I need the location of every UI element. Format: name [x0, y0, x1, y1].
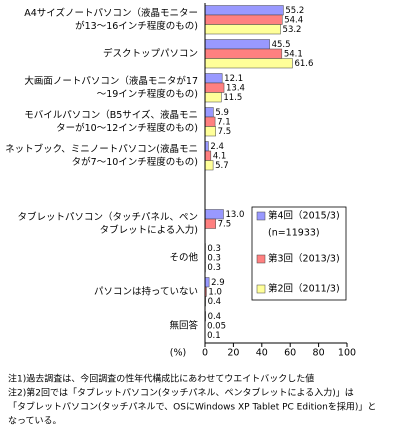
bar — [204, 126, 216, 137]
value-label: 0.05 — [207, 321, 226, 331]
value-label: 55.2 — [285, 6, 304, 16]
value-label: 0.3 — [207, 253, 221, 263]
x-tick-label: 0 — [202, 348, 208, 359]
note: 注1)過去調査は、今回調査の性年代構成比にあわせてウエイトバックした値 — [8, 373, 314, 385]
x-tick-label: 100 — [338, 348, 356, 359]
bar — [204, 48, 283, 59]
legend-swatch — [256, 211, 266, 221]
x-tick-label: 60 — [284, 348, 296, 359]
category-label: モバイルパソコン（B5サイズ、液晶モニ — [24, 109, 198, 121]
value-label: 13.4 — [226, 83, 245, 93]
bar — [204, 24, 281, 35]
value-label: 0.1 — [207, 331, 221, 341]
bar — [204, 150, 212, 161]
value-label: 7.5 — [218, 219, 232, 229]
bar — [204, 218, 216, 229]
category-label: その他 — [169, 252, 198, 264]
bar — [204, 160, 214, 171]
bar — [204, 82, 225, 93]
value-label: 7.5 — [218, 127, 232, 137]
value-label: 54.4 — [284, 15, 303, 25]
category-label: 無回答 — [169, 320, 198, 332]
x-axis-label: (%) — [170, 348, 186, 359]
x-tick-label: 80 — [313, 348, 325, 359]
legend-note: (n=11933) — [268, 228, 320, 239]
legend-box — [251, 206, 347, 301]
category-label: ～19インチ程度のもの) — [97, 88, 198, 100]
value-label: 11.5 — [223, 93, 242, 103]
category-label: タブレットパソコン（タッチパネル、ペン — [17, 211, 198, 223]
value-label: 13.0 — [225, 210, 244, 220]
bar — [204, 73, 223, 84]
value-label: 5.9 — [215, 108, 229, 118]
x-tick-label: 20 — [227, 348, 239, 359]
category-label: タが7～10インチ程度のもの) — [72, 156, 198, 168]
bar — [204, 107, 214, 118]
value-label: 45.5 — [272, 40, 291, 50]
note: 「タブレットパソコン(タッチパネルで、OSにWindows XP Tablet … — [8, 401, 376, 413]
legend-swatch — [256, 284, 266, 294]
note: 注2)第2回では「タブレットパソコン(タッチパネル、ペンタブレットによる入力)」… — [8, 387, 354, 399]
bar — [204, 116, 216, 127]
legend-label: 第3回（2013/3) — [268, 253, 340, 265]
bar — [204, 92, 222, 103]
legend-label: 第2回（2011/3) — [268, 283, 340, 295]
value-label: 54.1 — [284, 49, 303, 59]
bar — [204, 141, 209, 152]
legend-swatch — [256, 254, 266, 264]
bar — [204, 58, 293, 69]
value-label: 2.9 — [211, 278, 225, 288]
category-label: ネットブック、ミニノートパソコン(液晶モニ — [5, 143, 198, 155]
category-label: A4サイズノートパソコン（液晶モニター — [24, 7, 198, 19]
category-label: ターが10～12インチ程度のもの) — [56, 122, 198, 134]
value-label: 12.1 — [224, 74, 243, 84]
value-label: 61.6 — [294, 59, 313, 69]
value-label: 0.3 — [207, 263, 221, 273]
bar — [204, 209, 224, 220]
x-tick-label: 40 — [256, 348, 268, 359]
bar — [204, 5, 284, 16]
bar — [204, 277, 210, 288]
category-label: タブレットによる入力) — [100, 224, 198, 236]
value-label: 4.1 — [213, 151, 227, 161]
value-label: 0.4 — [208, 312, 222, 322]
note: なっている。 — [8, 416, 62, 427]
bar — [204, 14, 283, 25]
value-label: 0.4 — [208, 297, 222, 307]
category-label: パソコンは持っていない — [94, 286, 198, 298]
category-label: デスクトップパソコン — [103, 48, 198, 60]
category-label: が13～16インチ程度のもの) — [75, 20, 198, 32]
value-label: 5.7 — [215, 161, 229, 171]
value-label: 1.0 — [208, 287, 222, 297]
legend-label: 第4回（2015/3) — [268, 210, 340, 222]
category-label: 大画面ノートパソコン（液晶モニタが17 — [24, 75, 198, 87]
value-label: 53.2 — [283, 25, 302, 35]
value-label: 7.1 — [217, 117, 231, 127]
value-label: 2.4 — [210, 142, 224, 152]
value-label: 0.3 — [207, 244, 221, 254]
bar — [204, 39, 270, 50]
